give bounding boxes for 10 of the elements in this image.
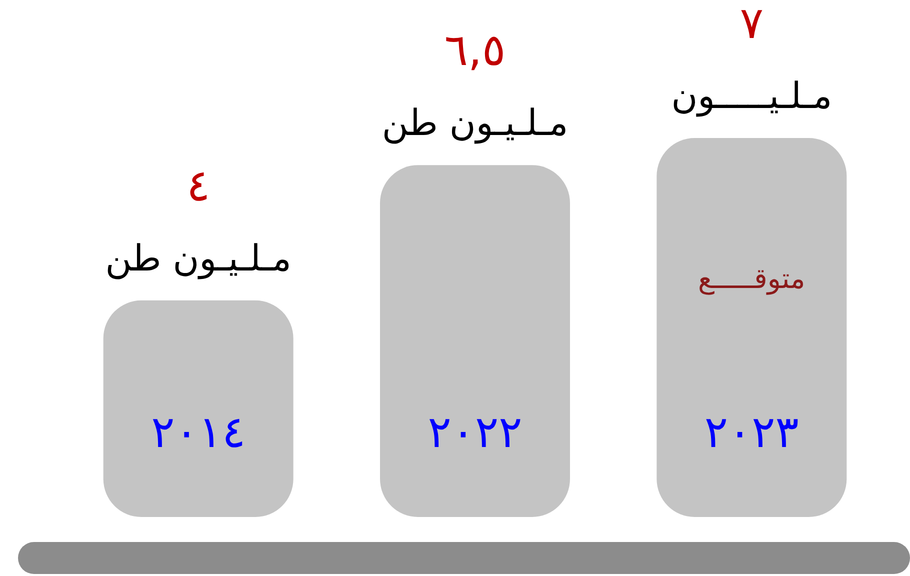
- data-label: ٧: [740, 0, 764, 49]
- x-tick-label: ٢٠٢٣: [704, 407, 799, 458]
- x-tick-label: ٢٠٢٢: [428, 407, 522, 458]
- x-tick-label: ٢٠١٤: [151, 407, 246, 458]
- annotation: مـلـيـون طن: [382, 103, 568, 144]
- annotation: مـلـيـون طن: [105, 238, 292, 280]
- annotation: متوقـــــع: [698, 262, 806, 295]
- data-label: ٦,٥: [444, 25, 506, 76]
- data-label: ٤: [186, 160, 210, 212]
- text: مـلـيـــــون: [671, 76, 832, 117]
